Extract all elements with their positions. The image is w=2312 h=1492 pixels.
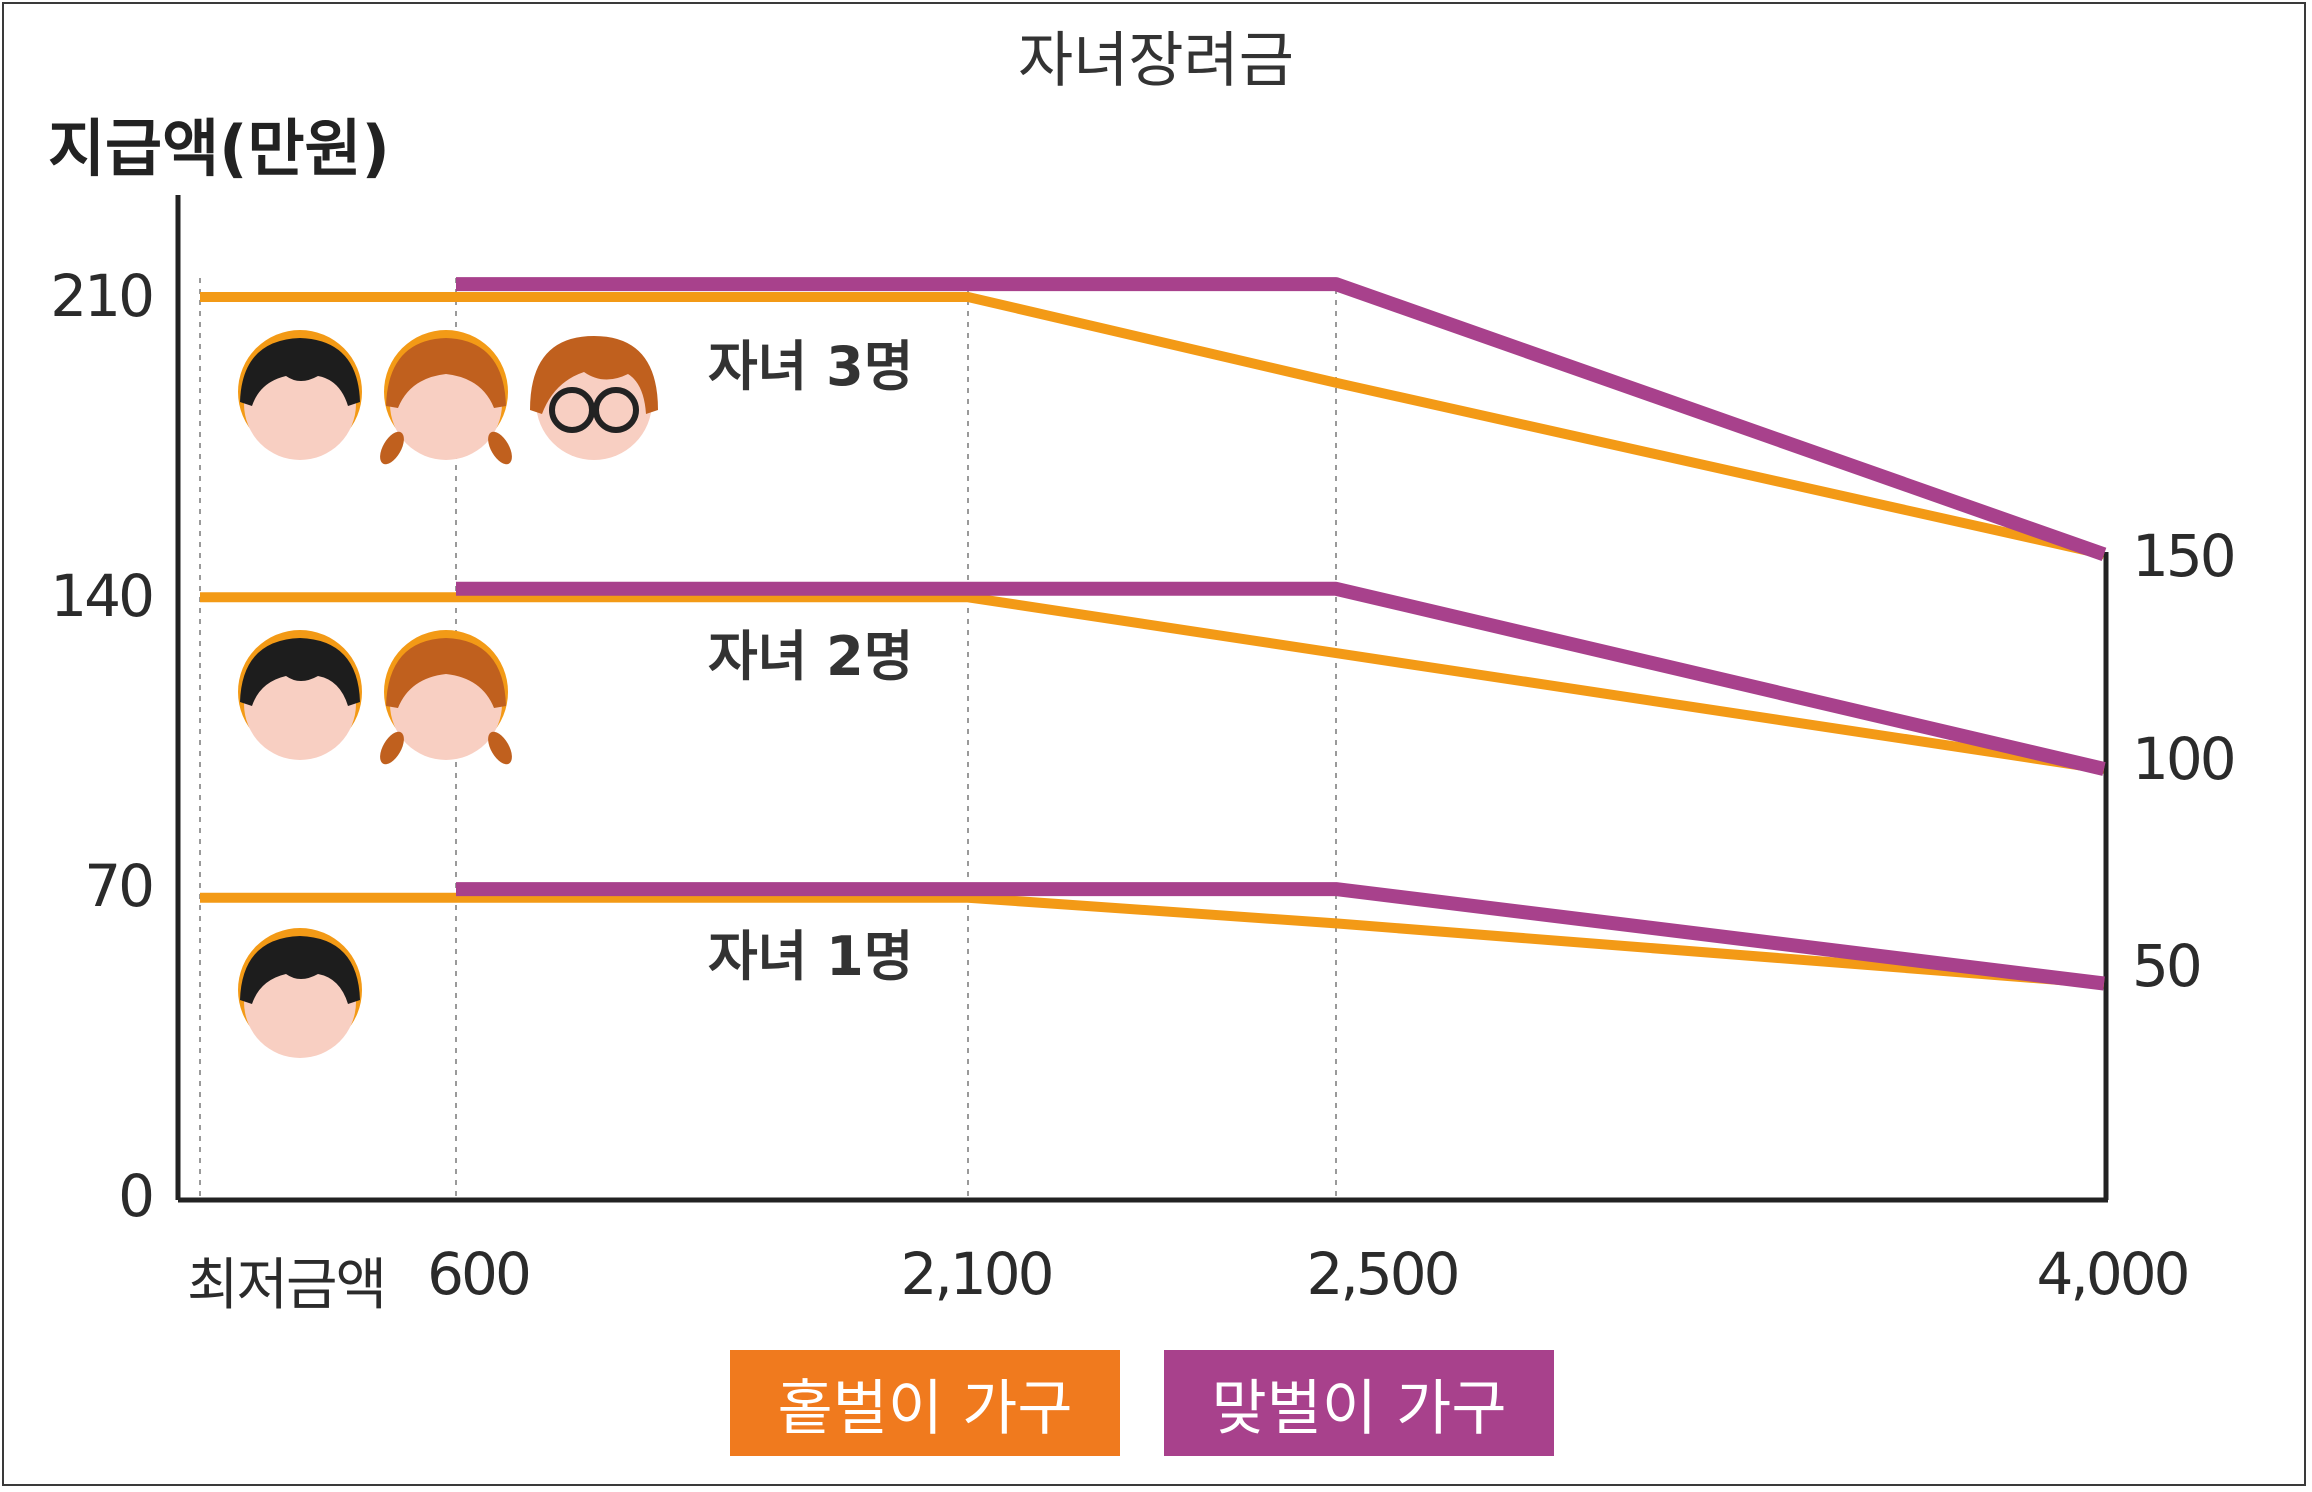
- y-tick-label: 140: [50, 562, 155, 630]
- right-value-label: 150: [2132, 522, 2237, 590]
- girl-face-icon: [375, 330, 517, 469]
- x-tick-label: 4,000: [2036, 1240, 2190, 1308]
- single-income-line-1-children: [200, 892, 2105, 989]
- group-label-3-children: 자녀 3명: [708, 335, 914, 398]
- y-tick-label: 210: [50, 262, 155, 330]
- girl-face-icon: [375, 630, 517, 769]
- legend-single-income: 홑벌이 가구: [730, 1350, 1120, 1456]
- legend-dual-income: 맞벌이 가구: [1164, 1350, 1554, 1456]
- boy-face-icon: [238, 928, 362, 1058]
- y-tick-label: 0: [118, 1162, 155, 1230]
- dual-income-line-3-children: [456, 277, 2107, 562]
- group-label-2-children: 자녀 2명: [708, 625, 914, 688]
- group-label-1-child: 자녀 1명: [708, 925, 914, 988]
- dual-income-line-2-children: [456, 581, 2106, 776]
- chart-title: 자녀장려금: [1018, 26, 1294, 96]
- x-tick-label: 최저금액: [186, 1253, 387, 1318]
- right-value-label: 50: [2132, 932, 2203, 1000]
- child-icon-row-1: [238, 928, 362, 1058]
- y-tick-label: 70: [84, 852, 155, 920]
- x-tick-label: 2,500: [1306, 1240, 1460, 1308]
- x-tick-label: 600: [427, 1240, 532, 1308]
- boy-glasses-face-icon: [530, 336, 658, 460]
- boy-face-icon: [238, 330, 362, 460]
- child-icon-row-2: [238, 630, 517, 769]
- boy-face-icon: [238, 630, 362, 760]
- x-tick-label: 2,100: [900, 1240, 1054, 1308]
- child-icon-row-3: [238, 330, 658, 469]
- right-value-label: 100: [2132, 725, 2237, 793]
- dual-income-line-1-children: [456, 882, 2105, 991]
- y-axis-label: 지급액(만원): [48, 112, 390, 185]
